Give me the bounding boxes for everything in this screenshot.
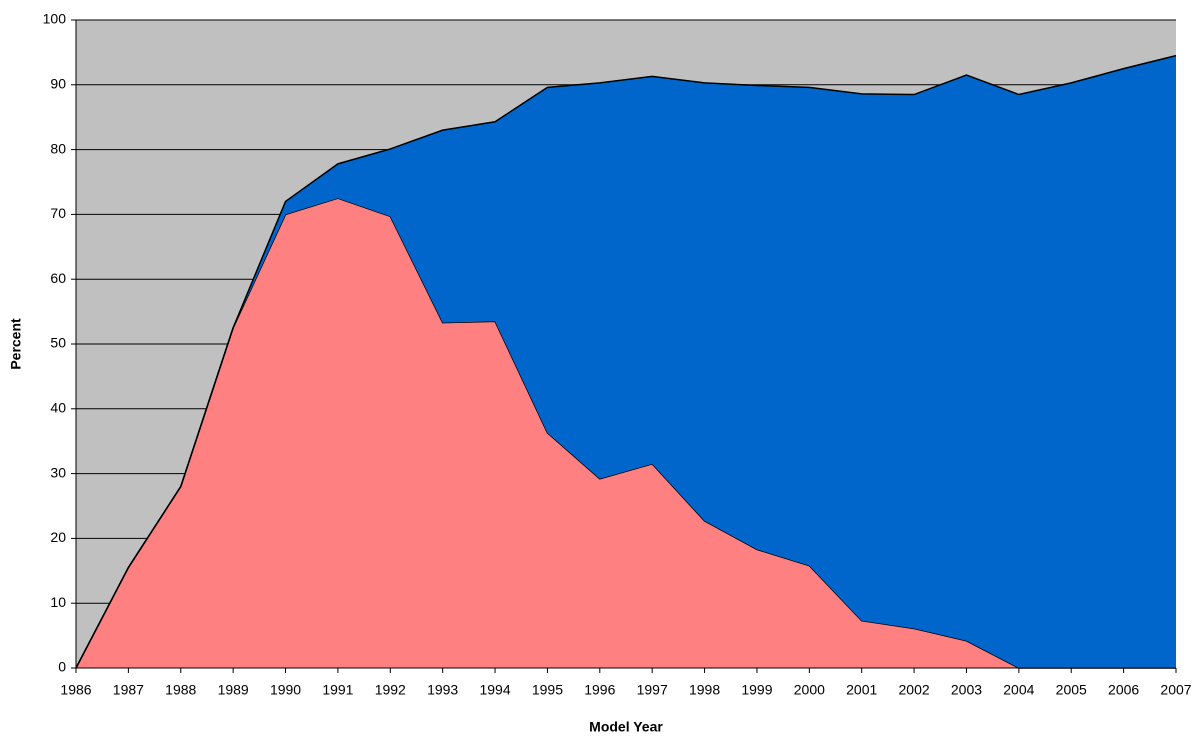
x-tick-label: 1992 [375,682,406,698]
x-tick-label: 1996 [584,682,615,698]
x-tick-label: 2001 [846,682,877,698]
y-tick-label: 10 [50,594,66,610]
x-tick-label: 1993 [427,682,458,698]
x-axis-title: Model Year [589,719,663,735]
y-tick-label: 70 [50,205,66,221]
x-tick-label: 1991 [322,682,353,698]
x-tick-label: 1997 [637,682,668,698]
x-tick-label: 1990 [270,682,301,698]
x-tick-label: 2006 [1108,682,1139,698]
y-tick-label: 60 [50,270,66,286]
x-tick-label: 2004 [1003,682,1034,698]
x-tick-label: 1999 [741,682,772,698]
x-tick-label: 2002 [899,682,930,698]
x-tick-label: 1995 [532,682,563,698]
x-tick-label: 2007 [1160,682,1191,698]
y-tick-label: 40 [50,400,66,416]
y-tick-label: 90 [50,76,66,92]
y-tick-label: 100 [43,11,67,27]
x-tick-label: 1988 [165,682,196,698]
x-tick-label: 1998 [689,682,720,698]
x-tick-label: 1994 [479,682,510,698]
x-tick-label: 2005 [1056,682,1087,698]
area [76,198,1176,668]
x-tick-label: 1987 [113,682,144,698]
y-tick-label: 20 [50,529,66,545]
y-axis-title: Percent [8,318,24,370]
x-tick-label: 2003 [951,682,982,698]
x-tick-label: 2000 [794,682,825,698]
area [76,55,1176,668]
x-tick-label: 1986 [60,682,91,698]
x-tick-label: 1989 [218,682,249,698]
y-tick-label: 50 [50,335,66,351]
y-tick-label: 80 [50,140,66,156]
area-outline [75,54,1177,669]
y-tick-label: 0 [58,659,66,675]
y-tick-label: 30 [50,464,66,480]
